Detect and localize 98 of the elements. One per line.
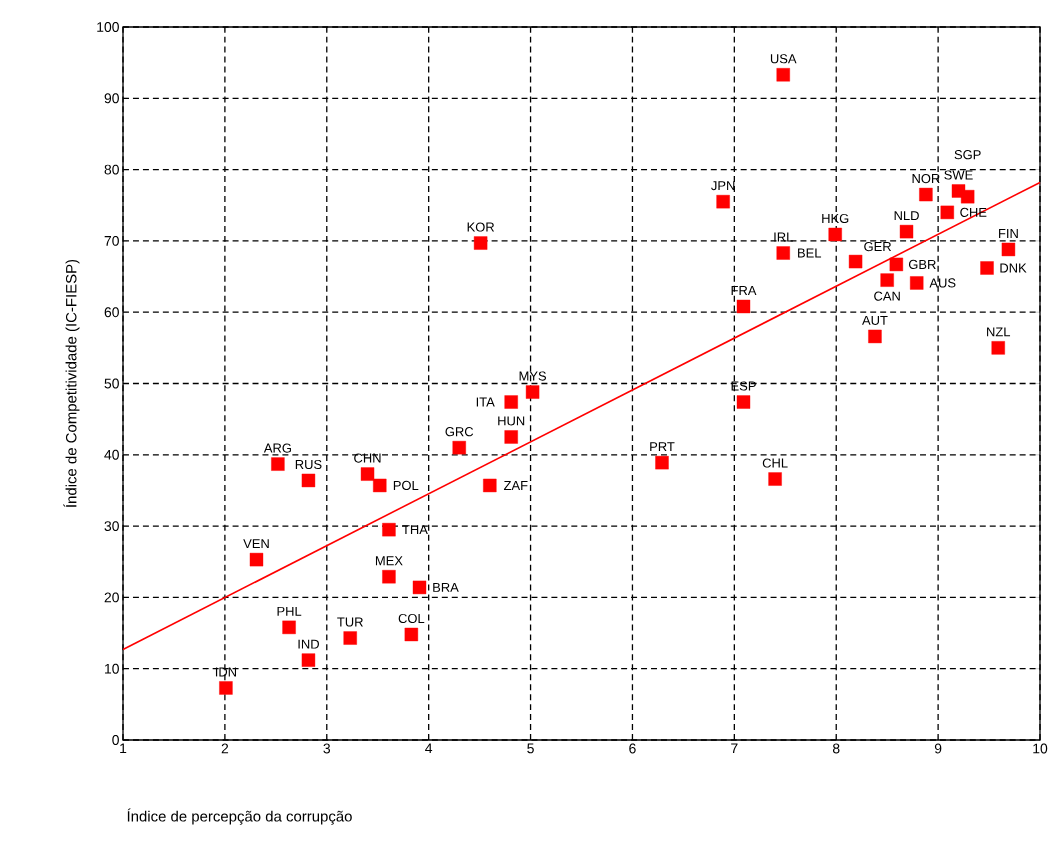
x-tick-label: 5: [527, 743, 534, 754]
annotation: CHN: [354, 453, 381, 463]
y-tick-label: 20: [104, 592, 119, 603]
point: [412, 580, 427, 595]
annotation: VEN: [243, 539, 269, 549]
y-axis-title: Índice de Competitividade (IC-FIESP): [63, 259, 80, 508]
y-tick-label: 90: [104, 93, 119, 104]
point: [768, 472, 782, 486]
annotation: CAN: [874, 291, 900, 301]
point: [655, 455, 669, 470]
point: [776, 68, 790, 82]
annotation: PRT: [650, 442, 675, 452]
annotation: NLD: [894, 211, 919, 221]
x-tick-label: 10: [1033, 743, 1048, 754]
point: [525, 385, 540, 399]
annotation: IRL: [774, 232, 793, 242]
annotation: JPN: [711, 181, 735, 191]
annotation: THA: [402, 525, 428, 535]
point: [219, 681, 233, 695]
annotation: NZL: [987, 327, 1011, 337]
point: [373, 478, 387, 493]
point: [919, 187, 933, 202]
point: [980, 261, 994, 275]
point: [452, 440, 466, 455]
point: [991, 341, 1005, 355]
point: [504, 395, 518, 409]
x-axis-title: Índice de percepção da corrupção: [127, 808, 352, 825]
annotation: COL: [398, 613, 425, 624]
point: [282, 620, 296, 635]
y-tick-label: 70: [104, 235, 119, 246]
x-tick-label: 3: [323, 743, 331, 754]
point: [483, 478, 497, 493]
point: [360, 467, 375, 481]
annotation: BRA: [433, 582, 459, 592]
y-tick-label: 10: [105, 663, 119, 674]
annotation: AUS: [929, 278, 956, 288]
x-tick-label: 8: [832, 743, 840, 754]
annotation: MYS: [519, 371, 547, 381]
annotation: SWE: [944, 170, 973, 180]
x-tick-label: 6: [629, 743, 636, 754]
annotation: DNK: [1000, 263, 1027, 273]
point: [249, 552, 264, 567]
annotation: USA: [770, 54, 797, 64]
point: [940, 205, 954, 220]
x-tick-label: 1: [120, 743, 127, 754]
y-tick-label: 30: [104, 521, 119, 532]
annotation: FRA: [731, 286, 757, 295]
annotation: AUT: [862, 315, 888, 325]
annotation: GBR: [908, 259, 936, 270]
point: [910, 276, 924, 290]
point: [716, 194, 730, 209]
point: [889, 257, 904, 272]
annotation: HUN: [498, 416, 525, 426]
annotation: ZAF: [503, 481, 528, 490]
x-tick-label: 2: [221, 743, 229, 754]
point: [473, 236, 488, 250]
point: [343, 631, 357, 645]
annotation: CHL: [762, 458, 788, 468]
point: [880, 273, 894, 287]
y-tick-label: 50: [104, 378, 119, 389]
y-tick-label: 80: [104, 164, 119, 175]
point: [271, 457, 285, 471]
annotation: POL: [393, 480, 419, 491]
point: [736, 299, 751, 314]
annotation: BEL: [798, 248, 822, 258]
annotation: PHL: [277, 606, 302, 616]
annotation: ITA: [476, 397, 495, 407]
point: [301, 653, 316, 667]
x-tick-label: 7: [731, 743, 738, 754]
point: [828, 227, 842, 242]
annotation: KOR: [467, 222, 495, 232]
annotation: FIN: [999, 229, 1018, 238]
annotation: ARG: [263, 443, 291, 453]
point: [382, 570, 396, 584]
x-tick-label: 9: [934, 743, 942, 754]
point: [504, 430, 518, 444]
point: [848, 254, 863, 269]
y-tick-label: 40: [104, 449, 119, 460]
annotation: GER: [864, 241, 892, 252]
point: [404, 627, 419, 642]
point: [1001, 242, 1016, 257]
annotation: SGP: [954, 150, 981, 160]
annotation: IND: [298, 639, 319, 649]
point: [382, 522, 396, 537]
point: [736, 395, 751, 409]
annotation: MEX: [375, 556, 403, 566]
annotation: RUS: [295, 459, 322, 470]
y-tick-label: 100: [97, 22, 119, 32]
point: [301, 473, 316, 488]
annotation: TUR: [337, 617, 363, 627]
y-tick-label: 0: [112, 735, 119, 745]
annotation: GRC: [445, 427, 474, 437]
point: [960, 189, 975, 204]
point: [868, 329, 882, 344]
point: [776, 246, 790, 260]
point: [899, 224, 914, 239]
x-tick-label: 4: [425, 743, 433, 754]
y-tick-label: 60: [104, 307, 119, 318]
